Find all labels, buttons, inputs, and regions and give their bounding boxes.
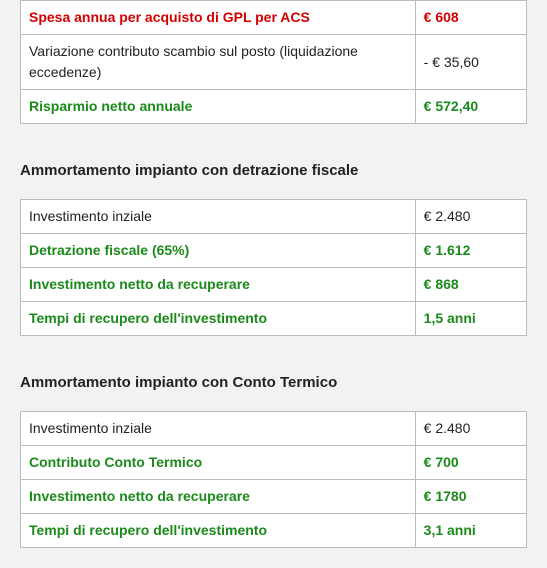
row-value: € 1780	[415, 480, 526, 514]
row-label: Contributo Conto Termico	[21, 446, 416, 480]
table-row: Investimento netto da recuperare € 1780	[21, 480, 527, 514]
row-value: - € 35,60	[415, 35, 526, 90]
row-value: € 572,40	[415, 90, 526, 124]
table-row: Investimento inziale € 2.480	[21, 200, 527, 234]
table-row: Risparmio netto annuale € 572,40	[21, 90, 527, 124]
row-value: € 2.480	[415, 412, 526, 446]
row-label: Investimento inziale	[21, 200, 416, 234]
table-row: Tempi di recupero dell'investimento 1,5 …	[21, 302, 527, 336]
row-label: Investimento netto da recuperare	[21, 268, 416, 302]
row-value: € 1.612	[415, 234, 526, 268]
conto-termico-table: Investimento inziale € 2.480 Contributo …	[20, 411, 527, 548]
table-row: Variazione contributo scambio sul posto …	[21, 35, 527, 90]
row-label: Tempi di recupero dell'investimento	[21, 302, 416, 336]
section-title-conto-termico: Ammortamento impianto con Conto Termico	[20, 374, 527, 391]
row-value: € 700	[415, 446, 526, 480]
row-label: Investimento inziale	[21, 412, 416, 446]
table-row: Investimento inziale € 2.480	[21, 412, 527, 446]
row-label: Detrazione fiscale (65%)	[21, 234, 416, 268]
table-row: Detrazione fiscale (65%) € 1.612	[21, 234, 527, 268]
row-value: 1,5 anni	[415, 302, 526, 336]
savings-table: Spesa annua per acquisto di GPL per ACS …	[20, 0, 527, 124]
page: Spesa annua per acquisto di GPL per ACS …	[0, 0, 547, 568]
row-label: Investimento netto da recuperare	[21, 480, 416, 514]
row-label: Variazione contributo scambio sul posto …	[21, 35, 416, 90]
row-label: Risparmio netto annuale	[21, 90, 416, 124]
detrazione-table: Investimento inziale € 2.480 Detrazione …	[20, 199, 527, 336]
row-value: € 868	[415, 268, 526, 302]
row-value: € 2.480	[415, 200, 526, 234]
table-row: Investimento netto da recuperare € 868	[21, 268, 527, 302]
section-title-detrazione: Ammortamento impianto con detrazione fis…	[20, 162, 527, 179]
table-row: Spesa annua per acquisto di GPL per ACS …	[21, 1, 527, 35]
table-row: Contributo Conto Termico € 700	[21, 446, 527, 480]
row-value: € 608	[415, 1, 526, 35]
row-label: Spesa annua per acquisto di GPL per ACS	[21, 1, 416, 35]
